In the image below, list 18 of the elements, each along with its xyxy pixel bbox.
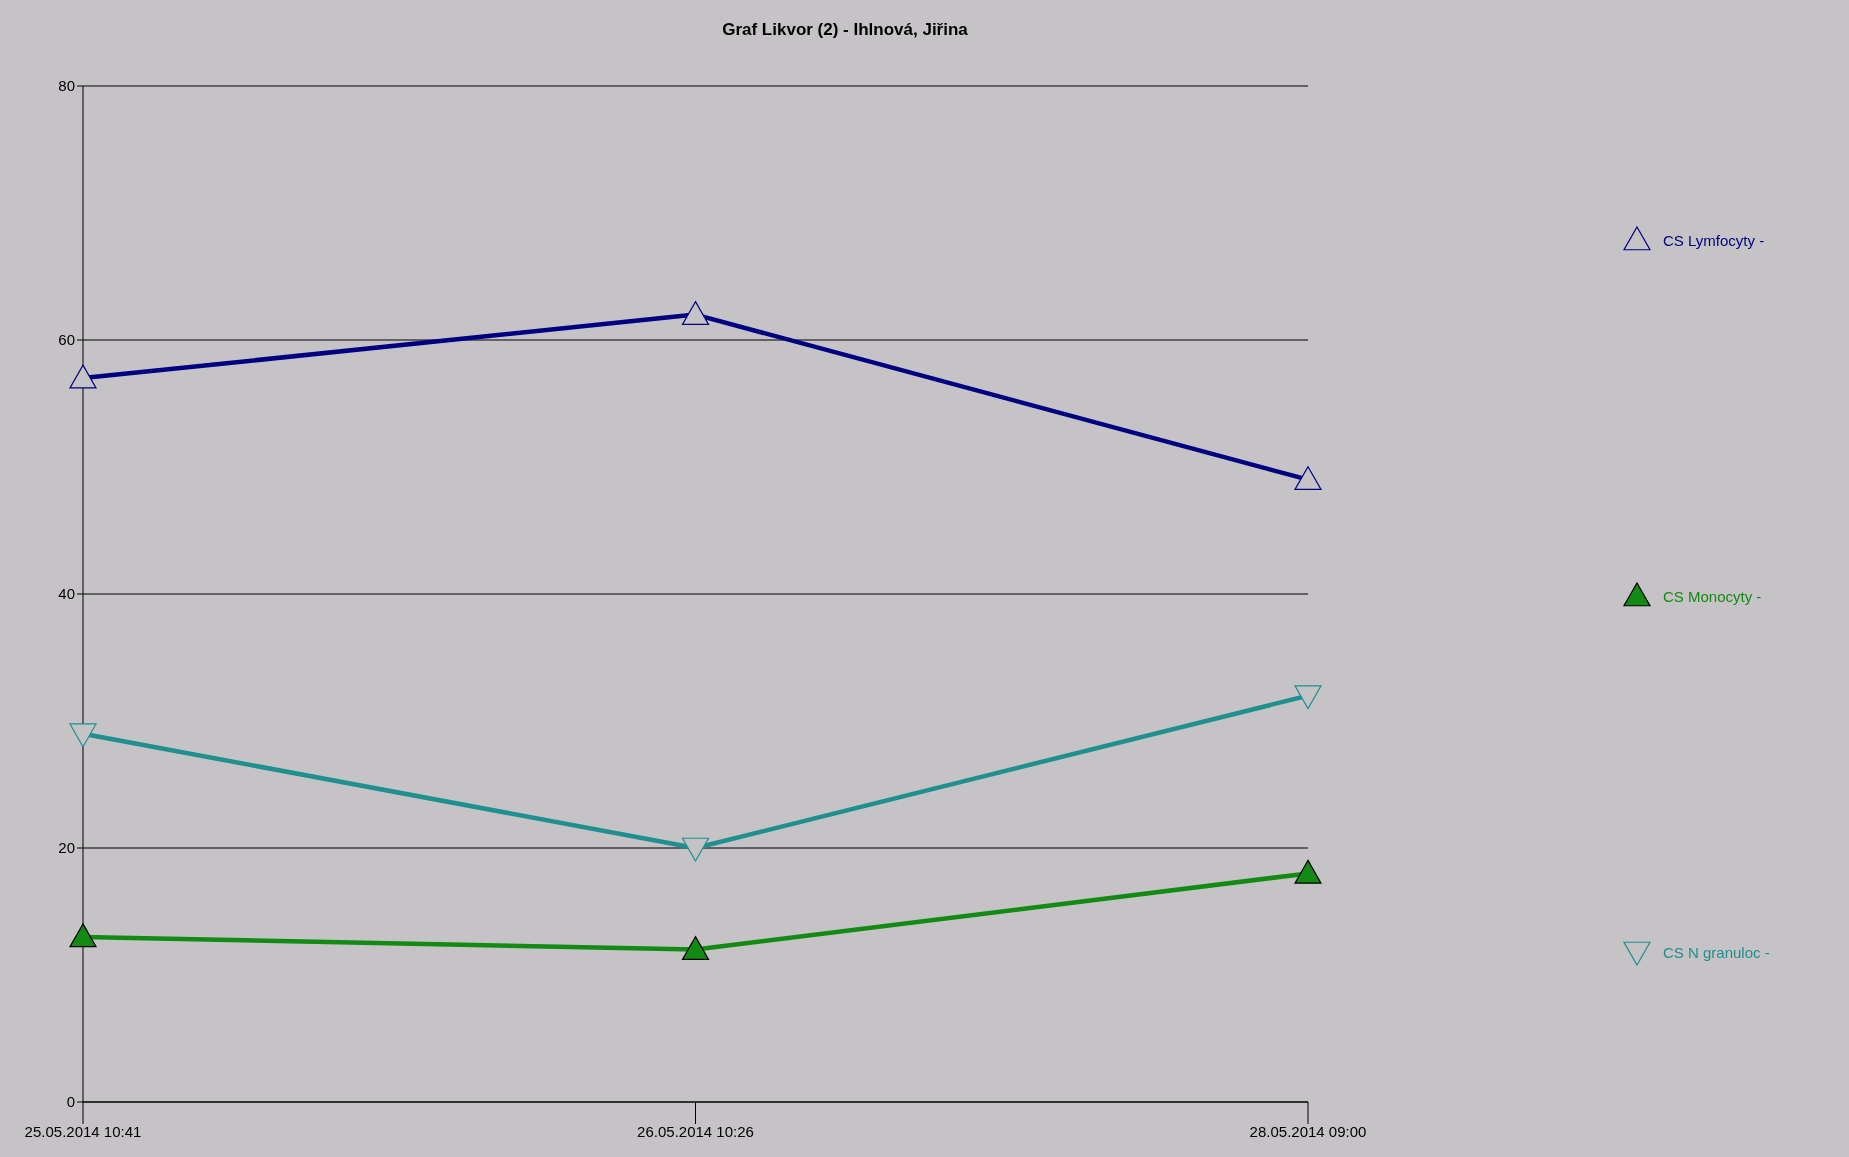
point xyxy=(681,936,710,960)
x-tick-label: 26.05.2014 10:26 xyxy=(637,1122,754,1140)
y-tick-label: 60 xyxy=(58,331,75,349)
y-tick-label: 20 xyxy=(58,839,75,857)
point xyxy=(1294,859,1322,884)
chart-title: Graf Likvor (2) - Ihlnová, Jiřina xyxy=(721,20,969,40)
legend-label: CS Monocyty - xyxy=(1663,587,1762,605)
y-tick-label: 80 xyxy=(58,77,75,95)
x-tick-label: 25.05.2014 10:41 xyxy=(24,1122,142,1140)
y-tick-label: 0 xyxy=(66,1093,75,1111)
point xyxy=(1294,466,1322,491)
x-tick-label: 28.05.2014 09:00 xyxy=(1249,1122,1367,1140)
point xyxy=(69,364,97,389)
point xyxy=(69,923,97,948)
legend-label: CS Lymfocyty - xyxy=(1663,231,1765,249)
y-tick-label: 40 xyxy=(58,585,75,603)
point xyxy=(681,301,710,325)
legend-label: CS N granuloc - xyxy=(1663,943,1770,961)
